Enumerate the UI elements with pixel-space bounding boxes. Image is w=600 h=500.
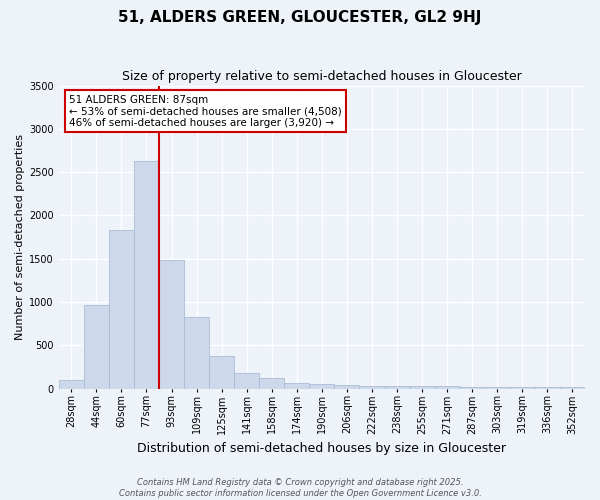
Bar — [234, 374, 259, 388]
Bar — [209, 356, 234, 388]
Bar — [385, 386, 410, 388]
Bar — [284, 383, 310, 388]
Y-axis label: Number of semi-detached properties: Number of semi-detached properties — [15, 134, 25, 340]
Text: 51 ALDERS GREEN: 87sqm
← 53% of semi-detached houses are smaller (4,508)
46% of : 51 ALDERS GREEN: 87sqm ← 53% of semi-det… — [70, 94, 342, 128]
Bar — [184, 316, 209, 388]
Bar — [310, 384, 334, 388]
X-axis label: Distribution of semi-detached houses by size in Gloucester: Distribution of semi-detached houses by … — [137, 442, 506, 455]
Bar — [410, 386, 434, 388]
Bar — [359, 386, 385, 388]
Bar — [334, 385, 359, 388]
Text: 51, ALDERS GREEN, GLOUCESTER, GL2 9HJ: 51, ALDERS GREEN, GLOUCESTER, GL2 9HJ — [118, 10, 482, 25]
Title: Size of property relative to semi-detached houses in Gloucester: Size of property relative to semi-detach… — [122, 70, 522, 83]
Bar — [84, 306, 109, 388]
Bar — [485, 387, 510, 388]
Bar — [259, 378, 284, 388]
Bar — [460, 386, 485, 388]
Bar — [59, 380, 84, 388]
Bar — [535, 387, 560, 388]
Bar — [510, 387, 535, 388]
Bar — [434, 386, 460, 388]
Text: Contains HM Land Registry data © Crown copyright and database right 2025.
Contai: Contains HM Land Registry data © Crown c… — [119, 478, 481, 498]
Bar — [159, 260, 184, 388]
Bar — [134, 161, 159, 388]
Bar — [109, 230, 134, 388]
